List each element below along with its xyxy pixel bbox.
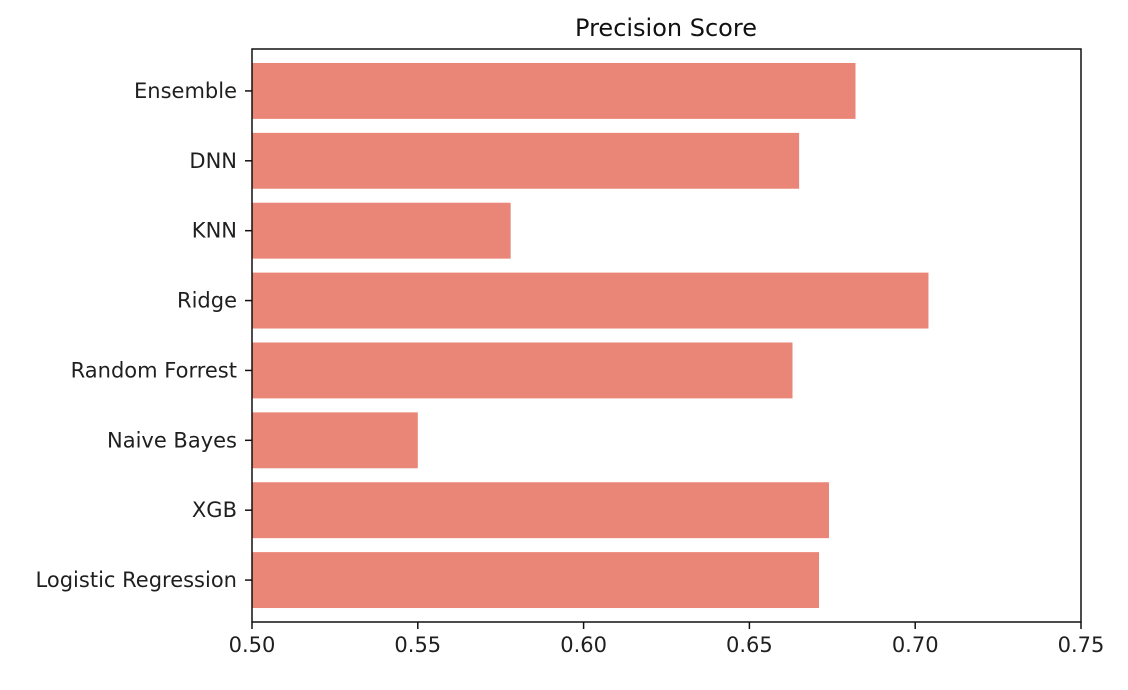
y-tick-label: KNN — [192, 219, 237, 243]
y-tick-label: Logistic Regression — [36, 568, 237, 592]
x-tick-label: 0.50 — [229, 633, 276, 657]
bar-logistic-regression — [252, 552, 820, 609]
y-tick-label: Ensemble — [134, 79, 237, 103]
bar-random-forrest — [252, 342, 793, 399]
bar-ridge — [252, 272, 929, 329]
y-tick-label: XGB — [192, 498, 237, 522]
x-tick-label: 0.65 — [726, 633, 773, 657]
bar-knn — [252, 202, 511, 259]
bars-layer — [252, 62, 929, 609]
x-tick-label: 0.70 — [892, 633, 939, 657]
bar-dnn — [252, 132, 800, 189]
bar-ensemble — [252, 62, 856, 119]
x-tick-label: 0.75 — [1058, 633, 1105, 657]
x-tick-label: 0.60 — [560, 633, 607, 657]
y-axis: Logistic Regression XGB Naive Bayes Random … — [36, 79, 252, 592]
y-tick-label: DNN — [189, 149, 237, 173]
bar-naive-bayes — [252, 412, 418, 469]
plot-frame — [251, 48, 1082, 623]
bar-xgb — [252, 482, 829, 539]
chart-title: Precision Score — [575, 14, 757, 42]
x-tick-label: 0.55 — [394, 633, 441, 657]
y-tick-label: Ridge — [177, 289, 237, 313]
y-tick-label: Naive Bayes — [107, 428, 237, 452]
y-tick-label: Random Forrest — [71, 358, 237, 382]
x-axis: 0.50 0.55 0.60 0.65 0.70 0.75 — [229, 622, 1105, 657]
